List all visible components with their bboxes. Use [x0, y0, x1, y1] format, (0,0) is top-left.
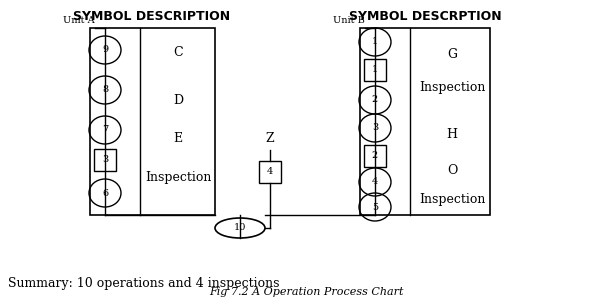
Text: 9: 9	[102, 45, 108, 55]
Bar	[94, 149, 116, 171]
Text: 6: 6	[102, 188, 108, 198]
Text: H: H	[447, 128, 458, 142]
Bar	[360, 28, 490, 215]
Text: Unit B: Unit B	[333, 16, 365, 25]
Text: 10: 10	[234, 224, 246, 232]
Text: C: C	[173, 46, 183, 59]
Text: Z: Z	[266, 132, 274, 145]
Text: SYMBOL DESCRIPTION: SYMBOL DESCRIPTION	[73, 10, 231, 23]
Bar	[364, 145, 386, 167]
Bar	[90, 28, 215, 215]
Text: G: G	[447, 48, 457, 62]
Text: 8: 8	[102, 85, 108, 95]
Text: O: O	[447, 163, 457, 177]
Bar	[364, 59, 386, 81]
Text: 4: 4	[372, 178, 378, 186]
Text: 2: 2	[372, 95, 378, 105]
Text: Summary: 10 operations and 4 inspections: Summary: 10 operations and 4 inspections	[8, 277, 280, 290]
Text: 3: 3	[372, 124, 378, 132]
Text: 1: 1	[372, 66, 378, 74]
Text: E: E	[173, 131, 182, 145]
Text: 3: 3	[102, 156, 108, 164]
Text: D: D	[173, 94, 183, 106]
Text: Inspection: Inspection	[419, 193, 485, 206]
Text: 1: 1	[372, 38, 378, 46]
Text: 2: 2	[372, 152, 378, 160]
Text: Fig 7.2 A Operation Process Chart: Fig 7.2 A Operation Process Chart	[209, 287, 403, 297]
Text: 5: 5	[372, 203, 378, 211]
Text: Inspection: Inspection	[145, 171, 211, 185]
Text: 4: 4	[267, 167, 273, 177]
Text: Inspection: Inspection	[419, 81, 485, 95]
Text: SYMBOL DESCRPTION: SYMBOL DESCRPTION	[349, 10, 501, 23]
Text: Unit A: Unit A	[64, 16, 95, 25]
Bar	[259, 161, 281, 183]
Text: 7: 7	[102, 125, 108, 135]
